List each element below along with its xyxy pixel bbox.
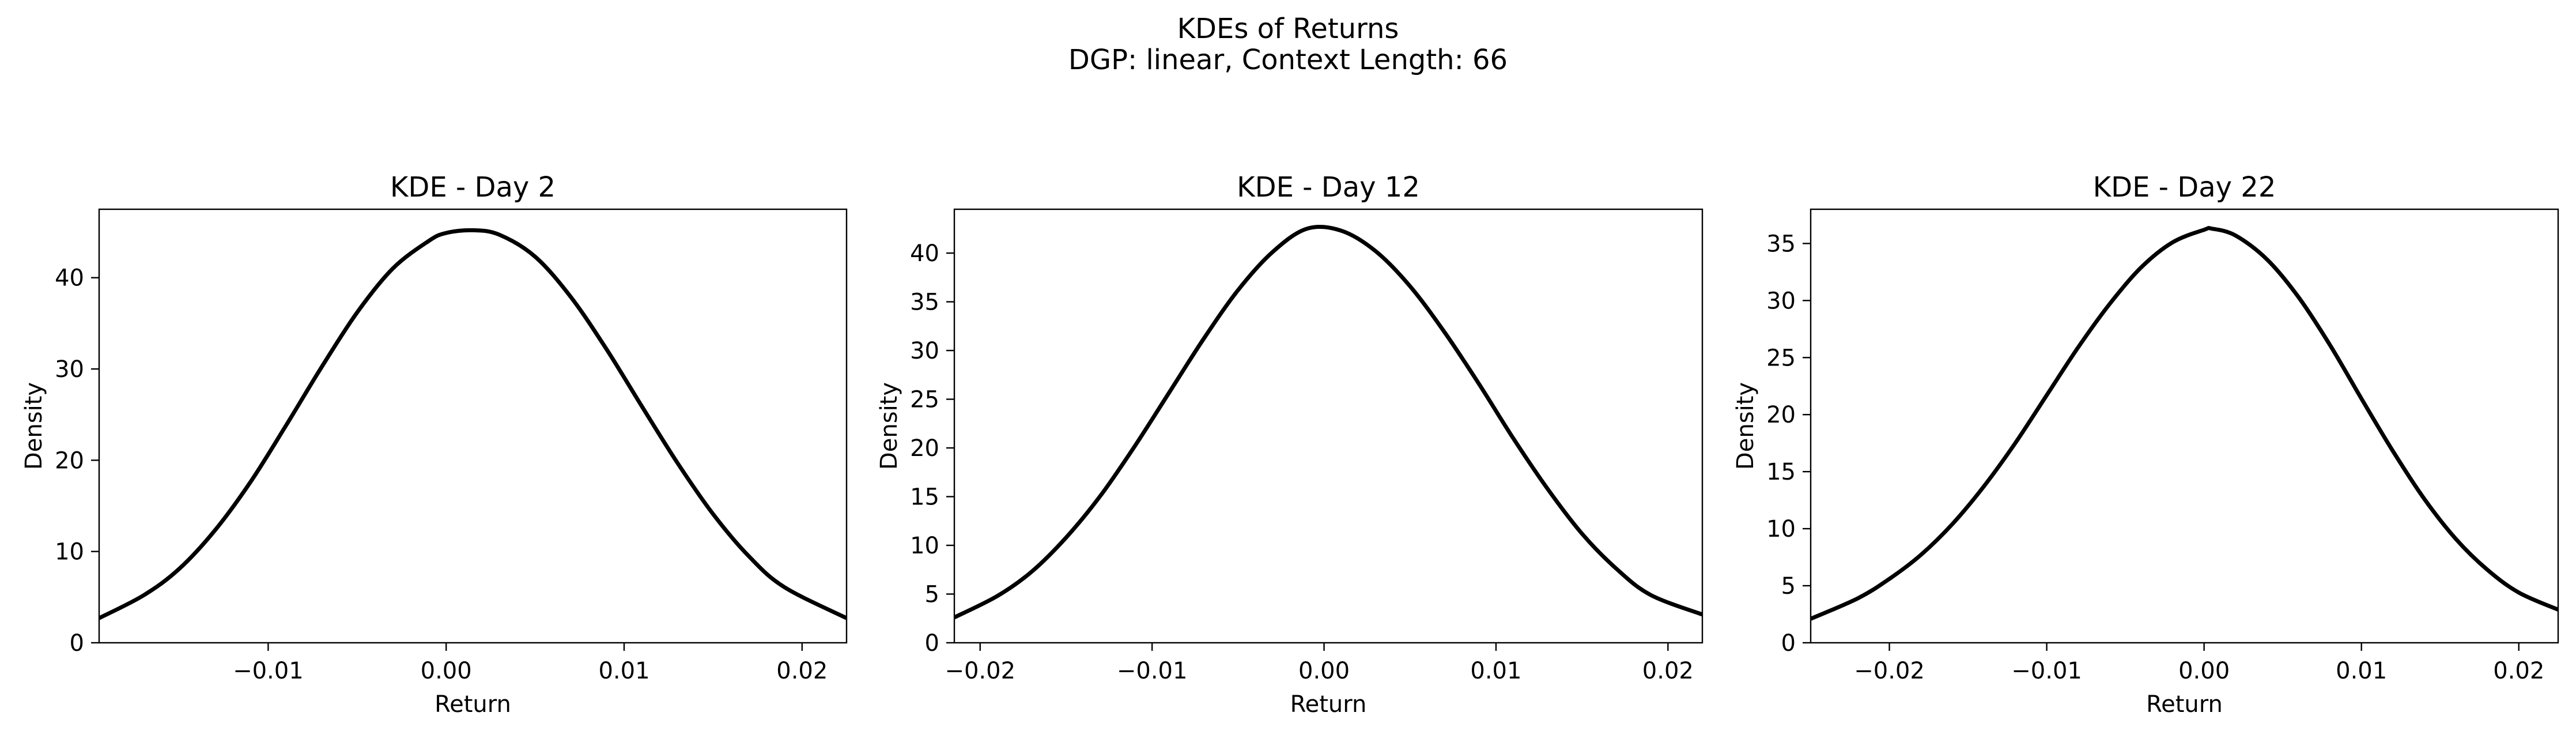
- axes-frame: [1810, 208, 2559, 644]
- y-tick-label: 30: [55, 356, 84, 383]
- y-tick-label: 0: [1781, 630, 1796, 657]
- x-tick-label: 0.02: [1642, 658, 1694, 684]
- x-axis-label: Return: [1290, 691, 1367, 718]
- axes-frame: [953, 208, 1704, 644]
- y-axis-label: Density: [21, 382, 47, 470]
- x-tick-label: 0.01: [2336, 658, 2387, 684]
- kde-curve-line: [954, 224, 1702, 620]
- kde-curve-line: [1811, 226, 2558, 621]
- axes-frame: [98, 208, 848, 644]
- y-tick-label: 40: [910, 240, 939, 267]
- x-tick-label: 0.02: [776, 658, 828, 684]
- x-axis-label: Return: [2146, 691, 2223, 718]
- x-tick-label: 0.00: [421, 658, 472, 684]
- y-tick-label: 35: [910, 289, 939, 316]
- y-tick-label: 10: [55, 539, 84, 566]
- figure-subtitle: DGP: linear, Context Length: 66: [1068, 44, 1508, 76]
- y-tick-label: 15: [910, 484, 939, 511]
- y-tick-label: 5: [1781, 573, 1796, 600]
- y-tick-label: 0: [925, 630, 939, 657]
- panel-title: KDE - Day 22: [2093, 171, 2276, 203]
- y-tick-label: 0: [70, 630, 84, 657]
- y-tick-label: 10: [1766, 516, 1796, 542]
- x-tick-label: −0.01: [233, 658, 304, 684]
- y-tick-label: 20: [55, 447, 84, 474]
- x-tick-label: −0.02: [1854, 658, 1925, 684]
- y-tick-label: 20: [1766, 402, 1796, 428]
- y-axis-label: Density: [1732, 382, 1759, 470]
- panel-title: KDE - Day 2: [390, 171, 556, 203]
- x-tick-label: −0.02: [945, 658, 1015, 684]
- y-tick-label: 25: [1766, 345, 1796, 371]
- y-tick-label: 30: [1766, 288, 1796, 314]
- figure-title: KDEs of Returns: [1177, 13, 1399, 45]
- y-tick-label: 5: [925, 582, 939, 608]
- x-axis-label: Return: [435, 691, 511, 718]
- x-tick-label: 0.02: [2493, 658, 2544, 684]
- kde-panel-3: −0.02 −0.01 0.00 0.01 0.02 0 5 10 15 20 25 30 35 KDE …: [1732, 171, 2559, 718]
- y-tick-label: 30: [910, 338, 939, 364]
- y-tick-label: 20: [910, 435, 939, 462]
- y-tick-label: 40: [55, 265, 84, 292]
- x-tick-label: 0.01: [598, 658, 649, 684]
- panel-title: KDE - Day 12: [1237, 171, 1420, 203]
- x-tick-label: 0.00: [2178, 658, 2230, 684]
- x-tick-label: 0.00: [1298, 658, 1350, 684]
- y-tick-label: 10: [910, 533, 939, 559]
- y-tick-label: 15: [1766, 459, 1796, 485]
- kde-curve-line: [99, 228, 847, 620]
- x-tick-label: −0.01: [2011, 658, 2082, 684]
- kde-panel-1: −0.01 0.00 0.01 0.02 0 10 20 30 40 KDE - Day 2 Ret…: [21, 171, 848, 718]
- x-tick-label: 0.01: [1470, 658, 1521, 684]
- y-tick-label: 35: [1766, 231, 1796, 257]
- y-tick-label: 25: [910, 387, 939, 413]
- y-axis-label: Density: [876, 382, 902, 470]
- x-tick-label: −0.01: [1117, 658, 1188, 684]
- kde-panel-2: −0.02 −0.01 0.00 0.01 0.02 0 5 10 15 20 25 30 35 40 KD…: [876, 171, 1704, 718]
